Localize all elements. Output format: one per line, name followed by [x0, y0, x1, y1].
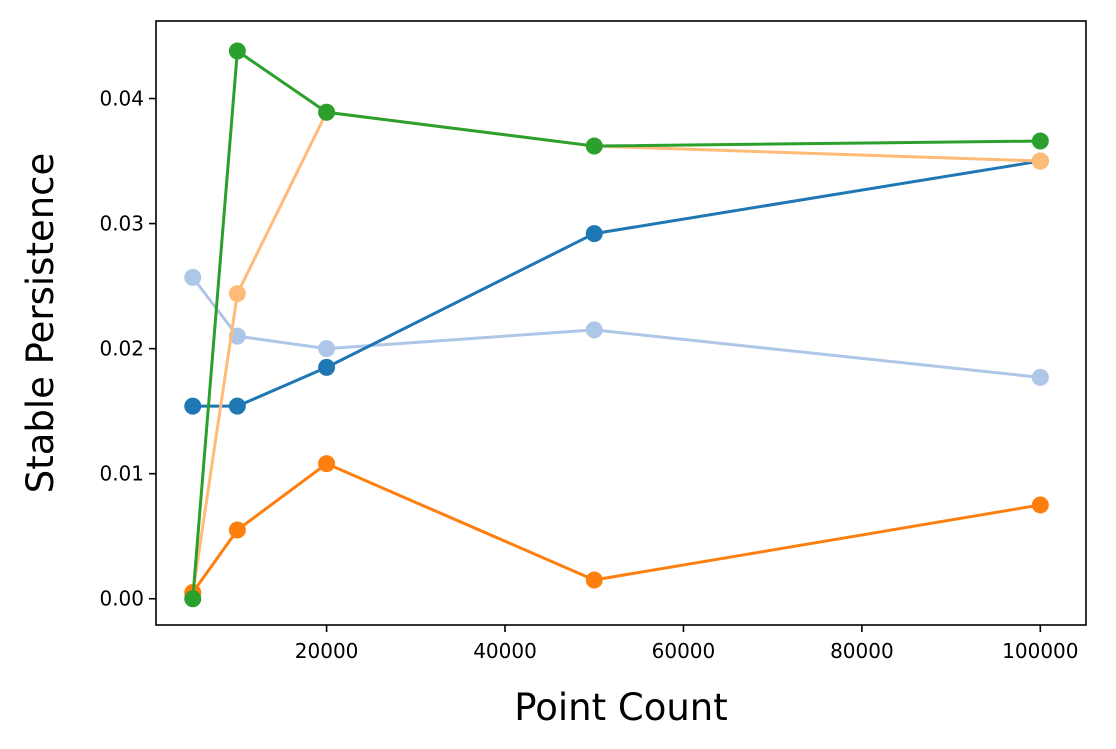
data-point: [228, 521, 246, 539]
plot-area: [156, 21, 1086, 625]
y-axis: 0.00 0.01 0.02 0.03 0.04: [99, 87, 156, 611]
series-1: [184, 268, 1049, 386]
data-point: [318, 340, 336, 358]
y-tick-label: 0.00: [99, 587, 144, 611]
data-point: [1031, 496, 1049, 514]
x-tick-label: 60000: [652, 639, 716, 663]
series-layer: [184, 42, 1049, 608]
y-tick-label: 0.01: [99, 462, 144, 486]
data-point: [184, 397, 202, 415]
y-tick-label: 0.02: [99, 337, 144, 361]
y-axis-title: Stable Persistence: [19, 153, 62, 494]
data-point: [585, 321, 603, 339]
x-tick-label: 20000: [295, 639, 359, 663]
data-point: [228, 397, 246, 415]
data-point: [585, 225, 603, 243]
data-point: [318, 358, 336, 376]
data-point: [184, 590, 202, 608]
data-point: [1031, 152, 1049, 170]
data-point: [1031, 368, 1049, 386]
y-tick-label: 0.04: [99, 87, 144, 111]
data-point: [318, 103, 336, 121]
y-tick-label: 0.03: [99, 212, 144, 236]
x-tick-label: 100000: [1002, 639, 1078, 663]
x-axis: 20000 40000 60000 80000 100000: [295, 625, 1079, 663]
data-point: [1031, 132, 1049, 150]
x-axis-title: Point Count: [514, 686, 728, 729]
data-point: [228, 42, 246, 60]
data-point: [228, 285, 246, 303]
series-5: [184, 42, 1049, 608]
plot-frame: [155, 20, 1087, 626]
data-point: [585, 571, 603, 589]
x-tick-label: 80000: [830, 639, 894, 663]
data-point: [318, 455, 336, 473]
x-tick-label: 40000: [473, 639, 537, 663]
data-point: [184, 268, 202, 286]
data-point: [585, 137, 603, 155]
